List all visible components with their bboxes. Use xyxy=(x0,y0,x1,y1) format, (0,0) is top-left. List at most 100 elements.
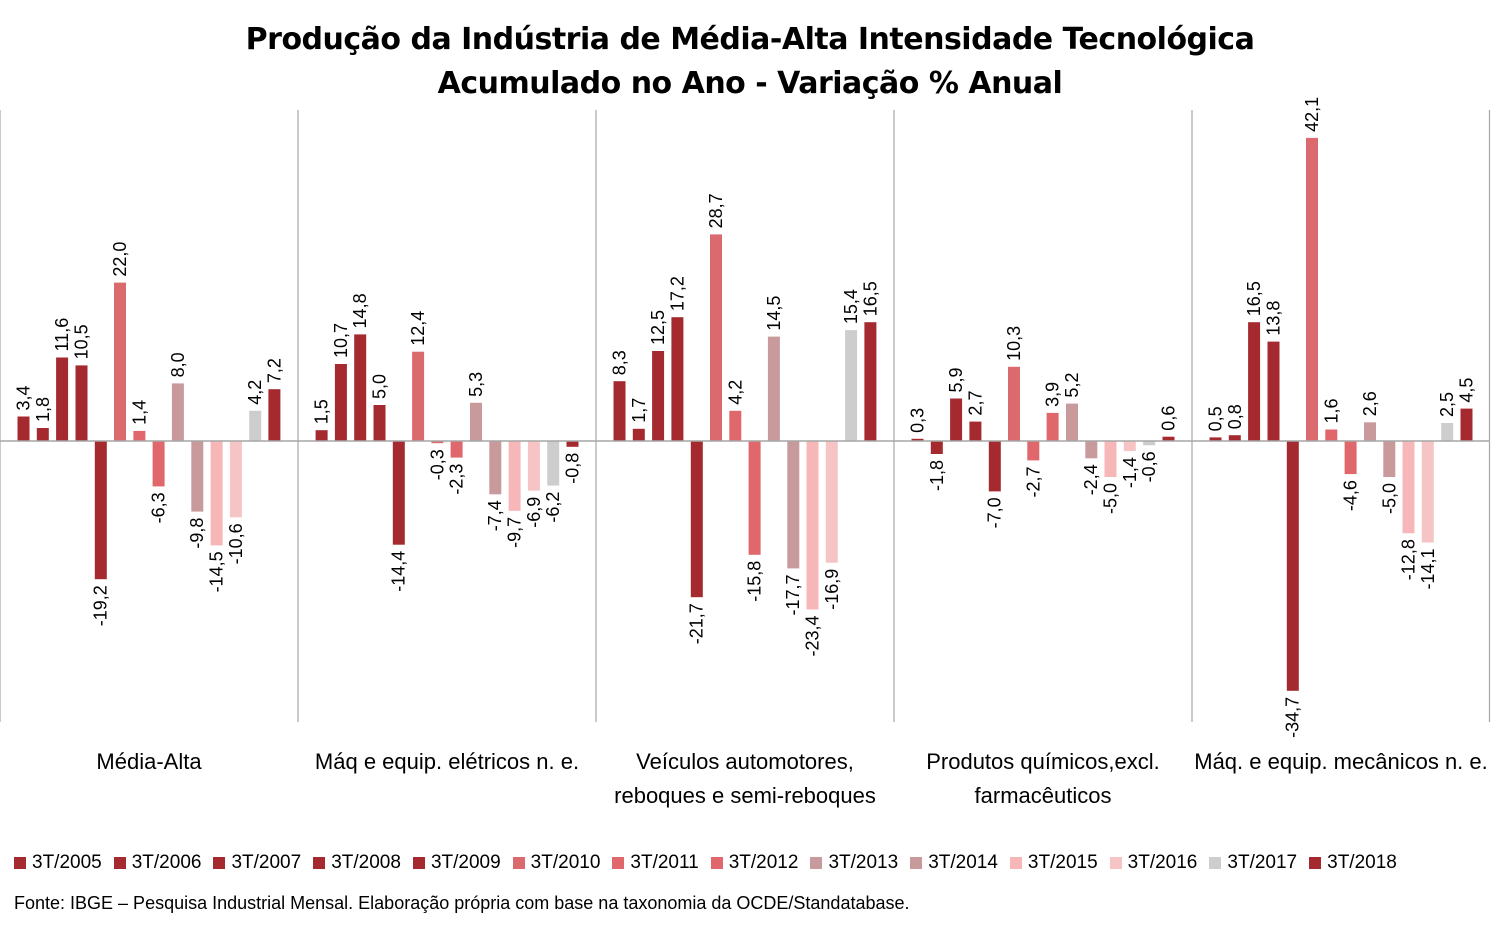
bar xyxy=(191,441,204,512)
legend-label: 3T/2009 xyxy=(430,852,501,873)
bar xyxy=(249,410,262,441)
data-label: -14,1 xyxy=(1418,549,1438,590)
bar xyxy=(930,441,943,454)
data-label: 28,7 xyxy=(706,193,726,228)
bar xyxy=(864,322,877,441)
legend-label: 3T/2010 xyxy=(530,852,601,873)
data-label: 42,1 xyxy=(1302,97,1322,132)
bar xyxy=(1143,441,1156,446)
legend-item: 3T/2009 xyxy=(412,852,501,874)
legend-swatch xyxy=(113,857,126,869)
category-label: Veículos automotores, reboques e semi-re… xyxy=(614,749,876,808)
bar xyxy=(1306,137,1318,441)
legend-label: 3T/2018 xyxy=(1327,852,1397,873)
legend-swatch xyxy=(213,857,226,869)
bar xyxy=(1066,403,1078,441)
bar xyxy=(1325,429,1338,441)
bar xyxy=(1248,322,1261,441)
data-label: -1,4 xyxy=(1120,457,1140,488)
legend-swatch xyxy=(1109,857,1122,869)
data-label: -16,9 xyxy=(822,569,842,610)
data-label: -2,4 xyxy=(1081,464,1101,495)
data-label: 4,2 xyxy=(245,380,265,405)
data-label: 5,0 xyxy=(369,374,389,399)
category-label: Máq. e equip. mecânicos n. e. xyxy=(1194,749,1488,774)
legend-item: 3T/2007 xyxy=(213,852,301,874)
data-label: 1,8 xyxy=(33,397,53,422)
chart-subtitle: Acumulado no Ano - Variação % Anual xyxy=(437,66,1063,101)
data-label: -21,7 xyxy=(687,603,707,644)
legend-swatch xyxy=(1309,857,1322,869)
source-note: Fonte: IBGE – Pesquisa Industrial Mensal… xyxy=(14,893,910,913)
data-label: 1,6 xyxy=(1321,398,1341,423)
bar xyxy=(412,351,425,441)
data-label: 3,4 xyxy=(14,385,34,410)
data-label: -34,7 xyxy=(1283,697,1303,738)
data-label: -6,9 xyxy=(524,497,544,528)
legend-item: 3T/2013 xyxy=(810,852,898,874)
data-label: -14,4 xyxy=(389,551,409,592)
bar-marks xyxy=(17,137,1473,691)
legend-swatch xyxy=(313,857,326,869)
data-label: 7,2 xyxy=(264,358,284,383)
data-label: 12,5 xyxy=(648,310,668,345)
bar xyxy=(547,441,560,486)
legend-item: 3T/2005 xyxy=(14,852,102,874)
bar xyxy=(450,441,463,458)
bar xyxy=(566,441,579,447)
bar xyxy=(114,282,126,441)
bar xyxy=(489,441,502,495)
bar xyxy=(1267,341,1280,441)
bar xyxy=(229,441,242,518)
bar xyxy=(1209,437,1222,441)
data-label: 1,4 xyxy=(129,400,149,425)
legend-swatch xyxy=(810,857,823,869)
legend-label: 3T/2008 xyxy=(331,852,401,873)
bar xyxy=(1421,441,1434,543)
bar xyxy=(1123,441,1136,452)
legend-label: 3T/2014 xyxy=(928,852,998,873)
bar xyxy=(1027,441,1040,461)
bar xyxy=(710,234,722,441)
data-label: -9,8 xyxy=(187,518,207,549)
legend-swatch xyxy=(612,857,625,869)
legend-swatch xyxy=(710,857,723,869)
data-label: 16,5 xyxy=(1244,281,1264,316)
data-label: -6,3 xyxy=(149,492,169,523)
data-label: -4,6 xyxy=(1341,480,1361,511)
bar xyxy=(671,317,684,441)
bar xyxy=(354,334,367,441)
bar xyxy=(36,428,49,441)
data-label: 8,3 xyxy=(610,350,630,375)
bar xyxy=(690,441,703,598)
bar xyxy=(1364,422,1376,441)
bar xyxy=(988,441,1001,492)
legend-item: 3T/2006 xyxy=(113,852,202,874)
legend-item: 3T/2017 xyxy=(1209,852,1297,874)
legend-item: 3T/2016 xyxy=(1109,852,1197,874)
bar xyxy=(767,336,780,441)
data-label: 0,5 xyxy=(1206,406,1226,431)
data-label: 2,5 xyxy=(1437,392,1457,417)
data-label: 14,5 xyxy=(764,296,784,331)
data-label: -15,8 xyxy=(745,561,765,602)
legend-label: 3T/2006 xyxy=(131,852,202,873)
legend-label: 3T/2005 xyxy=(32,852,102,873)
data-label: -7,4 xyxy=(485,500,505,531)
data-label: 17,2 xyxy=(667,276,687,311)
chart-title: Produção da Indústria de Média-Alta Inte… xyxy=(245,22,1255,57)
bar xyxy=(1344,441,1357,475)
data-label: -17,7 xyxy=(783,574,803,615)
data-label: 14,8 xyxy=(350,293,370,328)
bar xyxy=(315,430,328,441)
category-label: Produtos químicos,excl. farmacêuticos xyxy=(926,749,1160,808)
legend-swatch xyxy=(910,857,923,869)
bar xyxy=(950,398,963,441)
bar xyxy=(56,357,69,441)
data-label: -2,3 xyxy=(447,464,467,495)
legend-label: 3T/2007 xyxy=(231,852,302,873)
bar xyxy=(268,389,281,441)
data-label: 3,9 xyxy=(1043,382,1063,407)
data-label: -2,7 xyxy=(1023,466,1043,497)
